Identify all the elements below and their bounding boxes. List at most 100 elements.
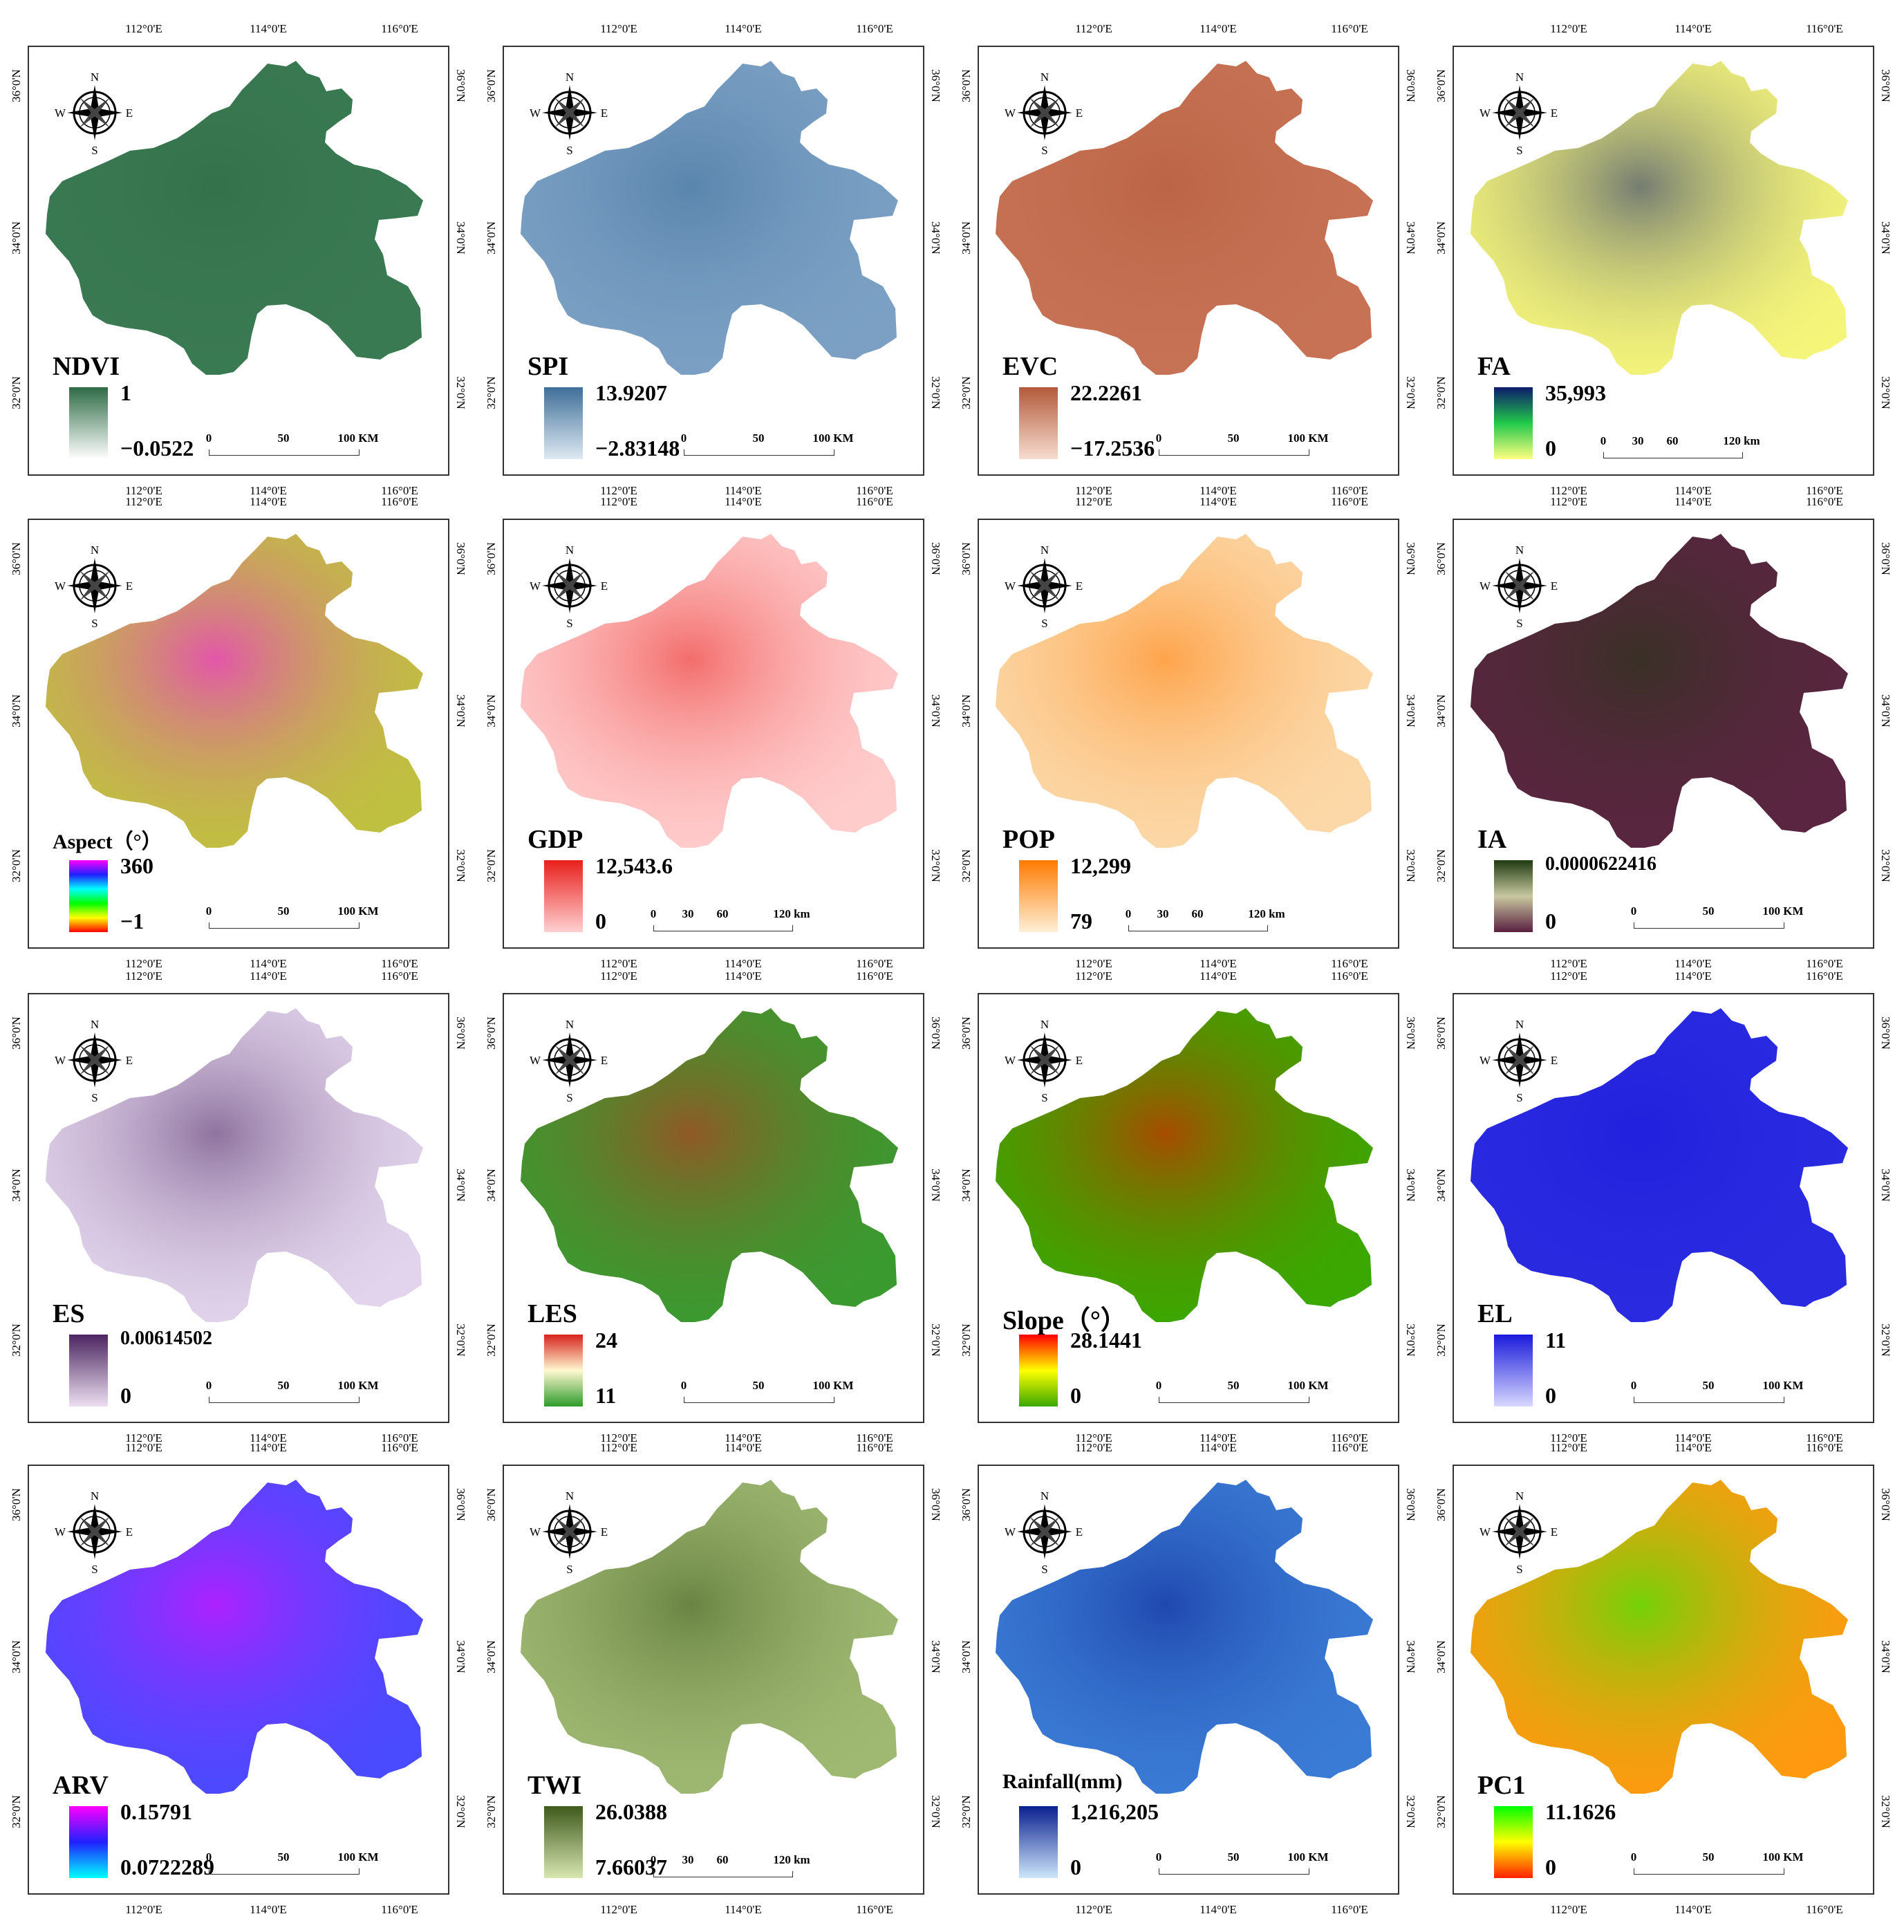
lon-label-bottom: 116°0'E xyxy=(1806,957,1843,970)
lon-label-top: 114°0'E xyxy=(250,1441,287,1454)
compass-rose-icon: N S E W xyxy=(530,1018,608,1104)
lat-label-left: 32°0'N xyxy=(959,376,973,409)
lat-label-right: 34°0'N xyxy=(929,221,943,254)
lat-label-right: 36°0'N xyxy=(929,1488,943,1521)
compass-n: N xyxy=(1040,1489,1049,1503)
scale-bar: 0 50 100 KM xyxy=(205,904,379,932)
lat-label-left: 32°0'N xyxy=(484,1795,498,1828)
legend-min-value: −1 xyxy=(120,909,144,934)
scale-label: 0 xyxy=(1155,1850,1162,1864)
lat-label-right: 34°0'N xyxy=(1404,1640,1418,1673)
province-map: N S E W xyxy=(46,1480,423,1794)
lon-label-bottom: 114°0'E xyxy=(250,957,287,970)
lon-label-bottom: 112°0'E xyxy=(1550,484,1587,497)
lat-label-right: 36°0'N xyxy=(454,69,468,102)
compass-s: S xyxy=(91,1563,97,1576)
compass-rose-icon: N S E W xyxy=(55,71,133,157)
lon-label-top: 114°0'E xyxy=(250,22,287,35)
lat-label-right: 36°0'N xyxy=(454,542,468,575)
province-texture xyxy=(521,61,898,375)
lon-label-top: 116°0'E xyxy=(381,1441,418,1454)
compass-e: E xyxy=(601,579,608,593)
compass-rose-icon: N S E W xyxy=(530,71,608,157)
scale-bar: 0 50 100 KM xyxy=(205,1379,379,1406)
scale-label: 100 KM xyxy=(337,904,379,918)
compass-n: N xyxy=(1040,71,1049,84)
lat-label-left: 36°0'N xyxy=(484,69,498,102)
lat-label-left: 36°0'N xyxy=(9,1488,23,1521)
compass-e: E xyxy=(126,1054,133,1067)
compass-s: S xyxy=(1041,1563,1047,1576)
lat-label-right: 36°0'N xyxy=(1404,1488,1418,1521)
legend-min-value: 0 xyxy=(120,1383,131,1408)
lon-label-top: 112°0'E xyxy=(1550,22,1587,35)
scale-label: 100 KM xyxy=(1762,904,1804,918)
lon-label-top: 114°0'E xyxy=(1200,1441,1237,1454)
legend-max-value: 24 xyxy=(595,1328,617,1353)
lat-label-right: 36°0'N xyxy=(1404,1016,1418,1050)
lat-label-left: 32°0'N xyxy=(1434,1323,1448,1357)
lat-label-left: 32°0'N xyxy=(9,376,23,409)
lon-label-top: 112°0'E xyxy=(1550,495,1587,508)
lon-label-top: 112°0'E xyxy=(600,969,637,983)
compass-rose-icon: N S E W xyxy=(55,1018,133,1104)
scale-label: 0 xyxy=(205,1379,212,1392)
compass-e: E xyxy=(601,1054,608,1067)
lat-label-right: 36°0'N xyxy=(1879,1016,1893,1050)
lon-label-bottom: 112°0'E xyxy=(600,1903,637,1916)
legend-colorbar xyxy=(1019,860,1058,932)
province-map: N S E W xyxy=(521,61,898,375)
lon-label-bottom: 112°0'E xyxy=(1550,1903,1587,1916)
scale-line xyxy=(1634,1397,1784,1403)
compass-e: E xyxy=(601,1525,608,1539)
lon-label-bottom: 116°0'E xyxy=(856,1903,893,1916)
scale-label: 50 xyxy=(277,1850,290,1864)
lon-label-bottom: 112°0'E xyxy=(125,957,162,970)
compass-w: W xyxy=(55,1054,66,1067)
province-map: N S E W xyxy=(521,534,898,848)
lon-label-bottom: 112°0'E xyxy=(125,1903,162,1916)
scale-label: 0 xyxy=(1155,1379,1162,1392)
compass-s: S xyxy=(1041,1091,1047,1104)
legend-max-value: 13.9207 xyxy=(595,380,667,405)
legend-title: POP xyxy=(1002,825,1055,854)
compass-rose-icon: N S E W xyxy=(1005,1018,1083,1104)
lat-label-right: 32°0'N xyxy=(1404,1795,1418,1828)
map-panel: N S E W TWI 26.0388 7.66037 0 30 60 120 km 112°0'E 1… xyxy=(485,1441,942,1916)
lat-label-right: 36°0'N xyxy=(1879,69,1893,102)
scale-label: 120 km xyxy=(773,1853,810,1866)
lon-label-bottom: 112°0'E xyxy=(600,1431,637,1445)
lat-label-left: 36°0'N xyxy=(1434,69,1448,102)
lat-label-left: 36°0'N xyxy=(959,542,973,575)
scale-label: 30 xyxy=(682,907,694,920)
lat-label-left: 32°0'N xyxy=(959,1323,973,1357)
scale-label: 0 xyxy=(205,904,212,918)
lon-label-top: 116°0'E xyxy=(381,495,418,508)
legend-colorbar xyxy=(1019,1335,1058,1406)
lon-label-top: 114°0'E xyxy=(1674,22,1712,35)
compass-s: S xyxy=(1516,144,1522,157)
compass-w: W xyxy=(530,1054,541,1067)
scale-label: 50 xyxy=(1702,1379,1715,1392)
compass-s: S xyxy=(1516,617,1522,630)
scale-label: 0 xyxy=(1155,431,1162,445)
lat-label-left: 36°0'N xyxy=(959,69,973,102)
lon-label-top: 112°0'E xyxy=(125,1441,162,1454)
scale-label: 0 xyxy=(680,1379,687,1392)
lat-label-left: 34°0'N xyxy=(959,1640,973,1673)
legend-title: SPI xyxy=(528,352,569,381)
lon-label-top: 112°0'E xyxy=(125,495,162,508)
compass-w: W xyxy=(1480,579,1491,593)
scale-label: 0 xyxy=(650,1853,657,1866)
legend-min-value: −17.2536 xyxy=(1070,436,1155,461)
compass-e: E xyxy=(1551,1054,1558,1067)
legend-colorbar xyxy=(544,1335,583,1406)
scale-label: 0 xyxy=(1125,907,1132,920)
compass-e: E xyxy=(1551,579,1558,593)
lon-label-top: 112°0'E xyxy=(1075,969,1112,983)
lon-label-bottom: 116°0'E xyxy=(381,1431,418,1445)
scale-bar: 0 50 100 KM xyxy=(206,1850,379,1878)
lat-label-left: 36°0'N xyxy=(1434,542,1448,575)
compass-n: N xyxy=(91,71,99,84)
legend-min-value: 7.66037 xyxy=(595,1855,667,1879)
